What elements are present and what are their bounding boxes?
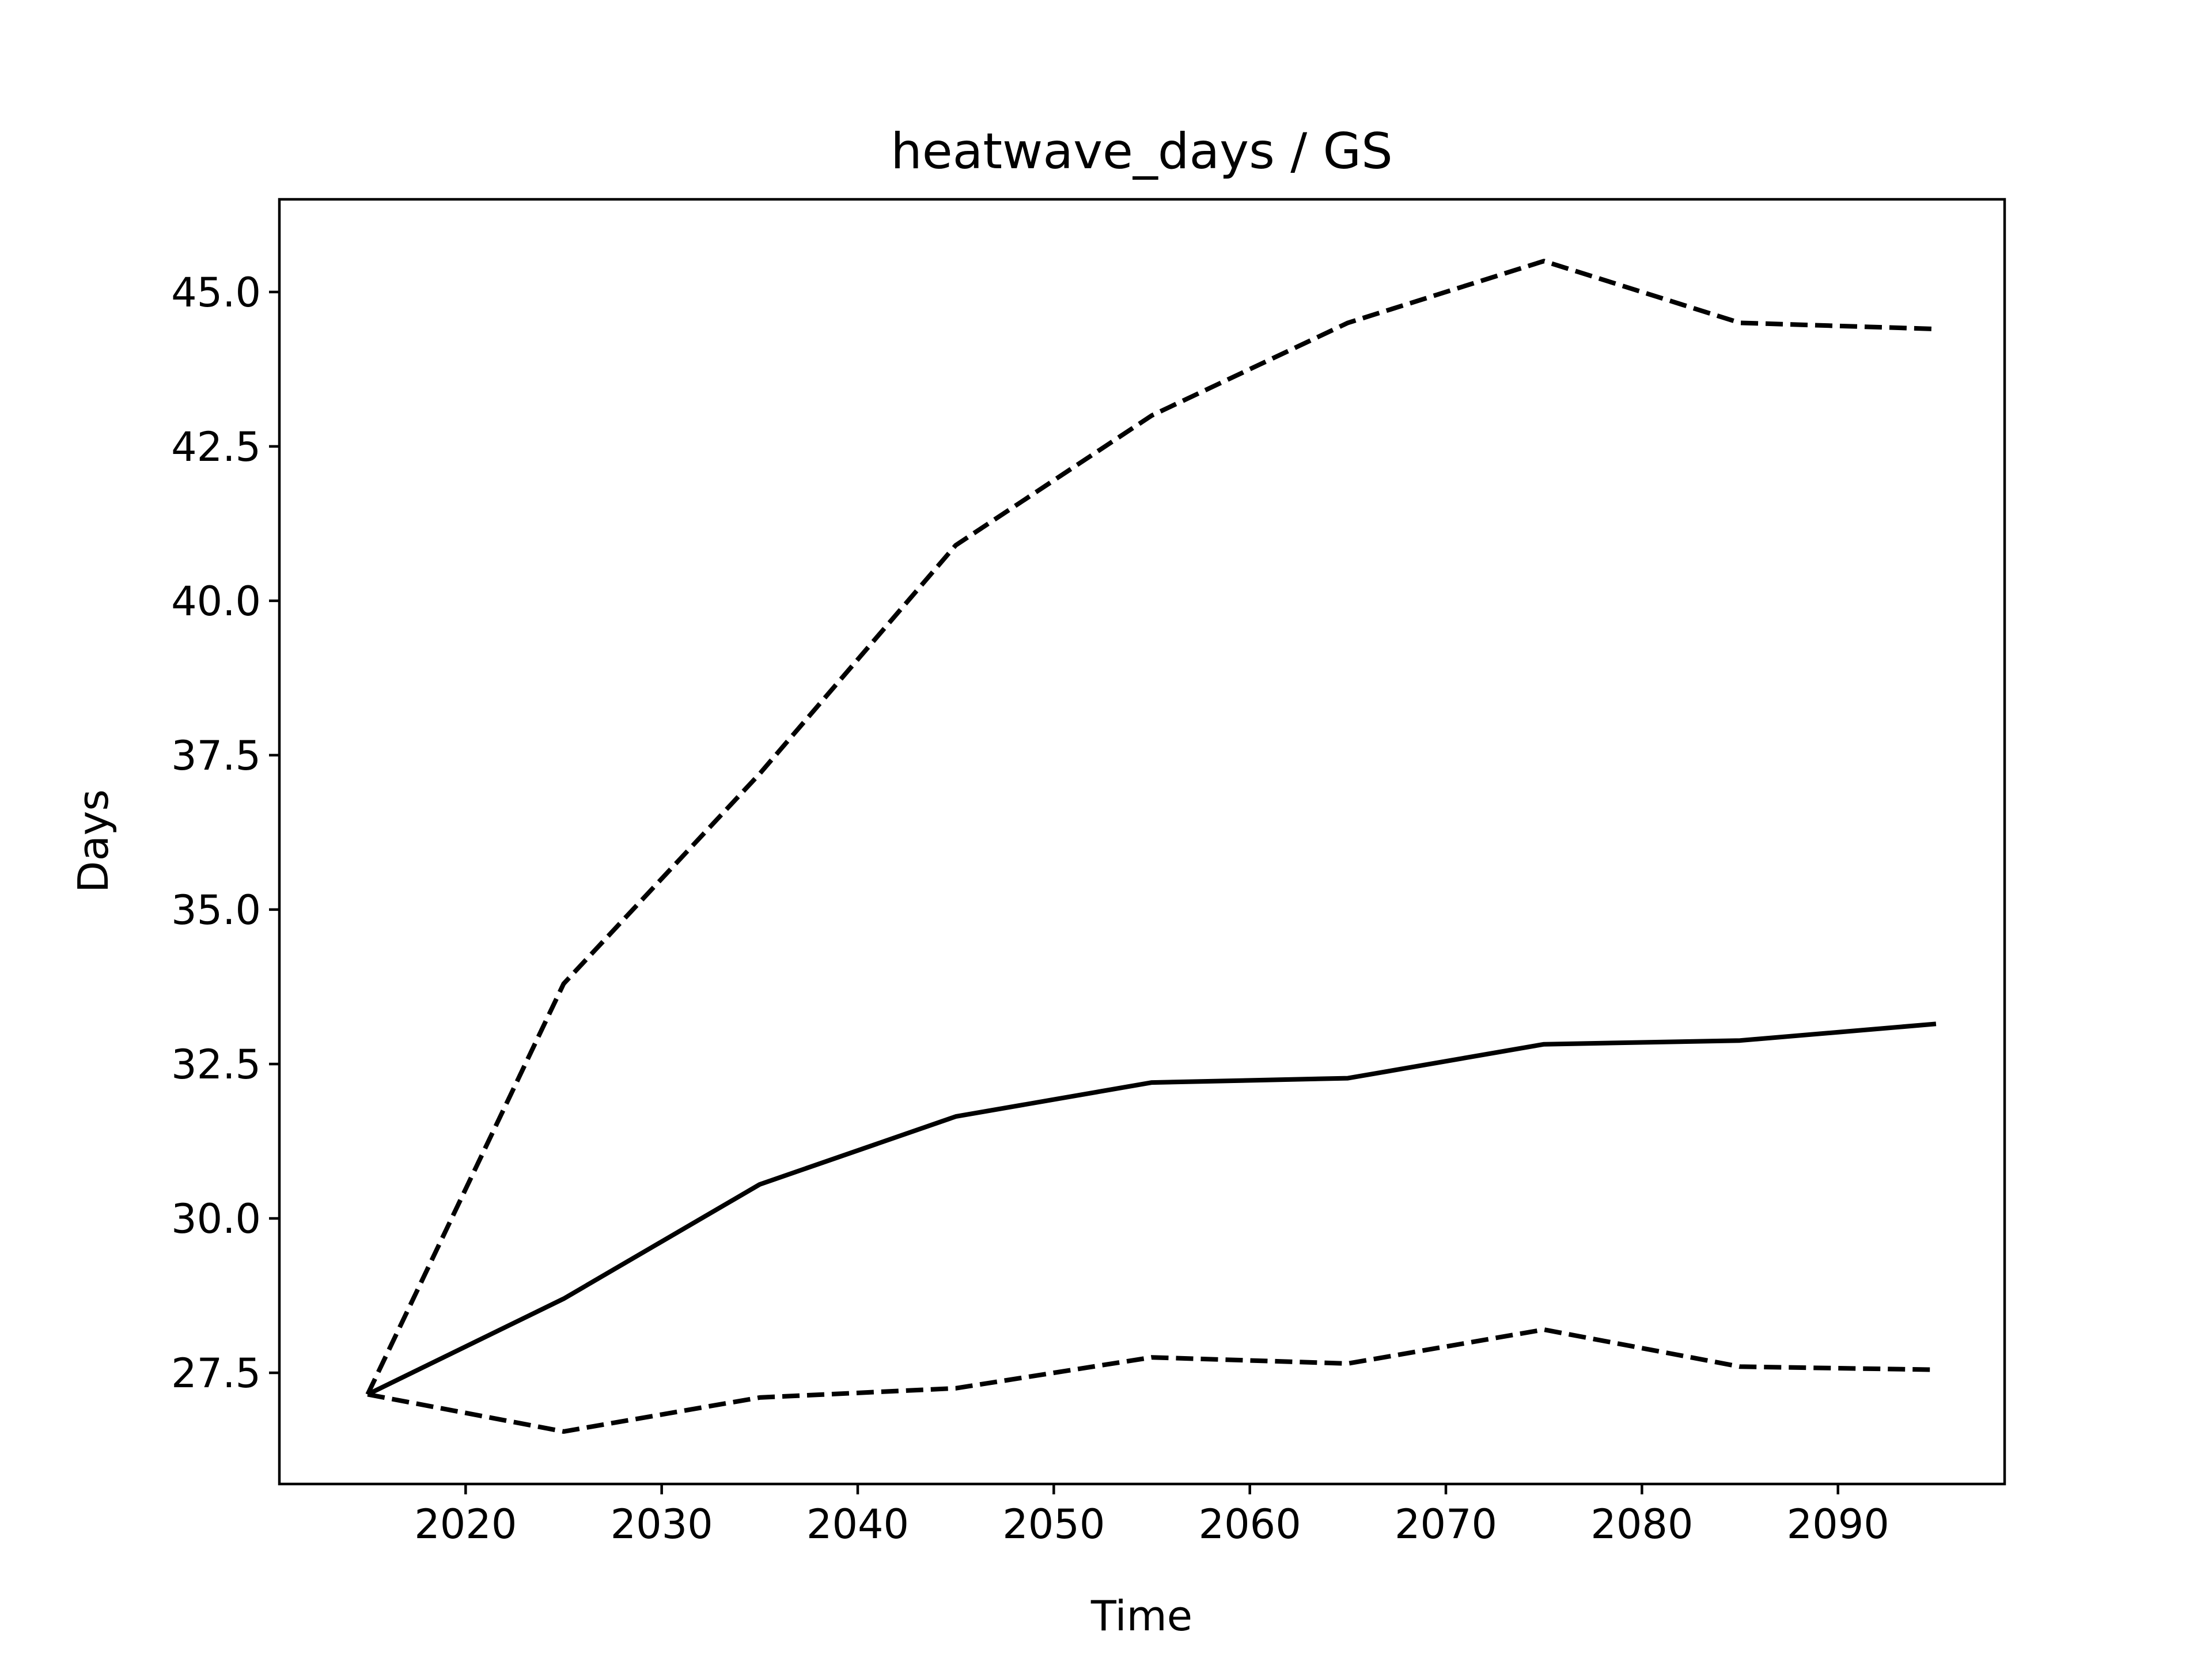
x-tick-label: 2040 bbox=[806, 1501, 909, 1548]
y-tick-label: 35.0 bbox=[171, 887, 261, 934]
x-tick-label: 2050 bbox=[1002, 1501, 1105, 1548]
series-layer bbox=[365, 259, 1937, 1434]
y-tick-label: 30.0 bbox=[171, 1195, 261, 1243]
series-line-2 bbox=[366, 1021, 1937, 1397]
series-line-1 bbox=[365, 259, 1937, 1396]
ticks-layer: 2020 2030 2040 2050 2060 2070 2080 2090 27.5 30.0… bbox=[171, 269, 1889, 1548]
x-axis-label: Time bbox=[1090, 1592, 1192, 1640]
y-tick-label: 27.5 bbox=[171, 1350, 261, 1397]
x-tick-label: 2070 bbox=[1395, 1501, 1497, 1548]
x-tick-label: 2060 bbox=[1199, 1501, 1301, 1548]
x-tick-label: 2080 bbox=[1590, 1501, 1693, 1548]
y-axis-label: Days bbox=[69, 789, 118, 893]
series-line-3 bbox=[367, 1327, 1936, 1434]
y-tick-label: 40.0 bbox=[171, 578, 261, 625]
y-tick-label: 45.0 bbox=[171, 269, 261, 316]
chart-title: heatwave_days / GS bbox=[891, 123, 1393, 180]
y-tick-label: 42.5 bbox=[171, 423, 261, 471]
x-tick-label: 2020 bbox=[414, 1501, 517, 1548]
y-tick-label: 32.5 bbox=[171, 1041, 261, 1088]
plot-area-frame bbox=[278, 198, 2006, 1486]
x-tick-label: 2030 bbox=[611, 1501, 713, 1548]
y-tick-label: 37.5 bbox=[171, 732, 261, 779]
x-tick-label: 2090 bbox=[1787, 1501, 1889, 1548]
